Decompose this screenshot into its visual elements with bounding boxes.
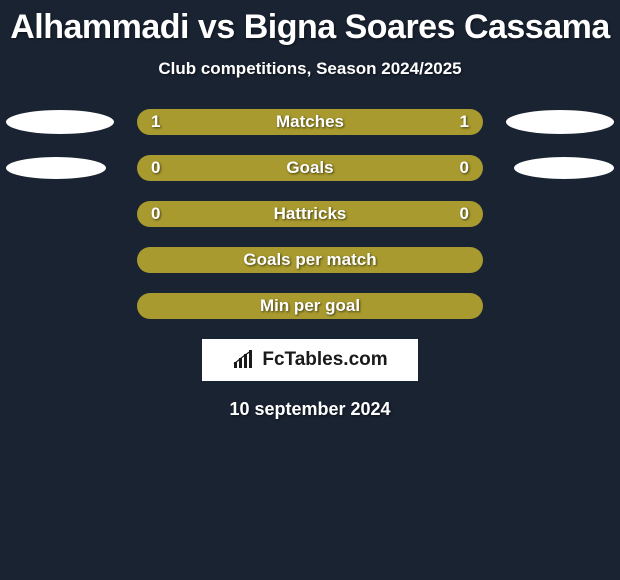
stat-right-value: 1 [460, 112, 469, 132]
stat-label: Goals [286, 158, 333, 178]
stat-bar: Goals per match [137, 247, 483, 273]
chart-icon [232, 350, 256, 370]
date-text: 10 september 2024 [0, 399, 620, 420]
branding-text: FcTables.com [262, 349, 387, 371]
stat-bar: 1 Matches 1 [137, 109, 483, 135]
right-ellipse [514, 157, 614, 179]
stat-bar: 0 Hattricks 0 [137, 201, 483, 227]
stat-left-value: 0 [151, 158, 160, 178]
stat-row: Goals per match [0, 247, 620, 273]
stat-right-value: 0 [460, 158, 469, 178]
stat-row: 1 Matches 1 [0, 109, 620, 135]
season-subtitle: Club competitions, Season 2024/2025 [0, 59, 620, 79]
stat-bar: Min per goal [137, 293, 483, 319]
stat-row: Min per goal [0, 293, 620, 319]
branding-badge: FcTables.com [202, 339, 418, 381]
comparison-title: Alhammadi vs Bigna Soares Cassama [0, 0, 620, 47]
stat-label: Goals per match [243, 250, 376, 270]
stat-row: 0 Goals 0 [0, 155, 620, 181]
left-ellipse [6, 110, 114, 134]
right-ellipse [506, 110, 614, 134]
stat-right-value: 0 [460, 204, 469, 224]
left-ellipse [6, 157, 106, 179]
stat-left-value: 0 [151, 204, 160, 224]
stat-label: Min per goal [260, 296, 360, 316]
stat-label: Hattricks [274, 204, 347, 224]
stat-left-value: 1 [151, 112, 160, 132]
stats-container: 1 Matches 1 0 Goals 0 0 Hattricks 0 Goals per mat… [0, 109, 620, 319]
stat-label: Matches [276, 112, 344, 132]
stat-bar: 0 Goals 0 [137, 155, 483, 181]
stat-row: 0 Hattricks 0 [0, 201, 620, 227]
